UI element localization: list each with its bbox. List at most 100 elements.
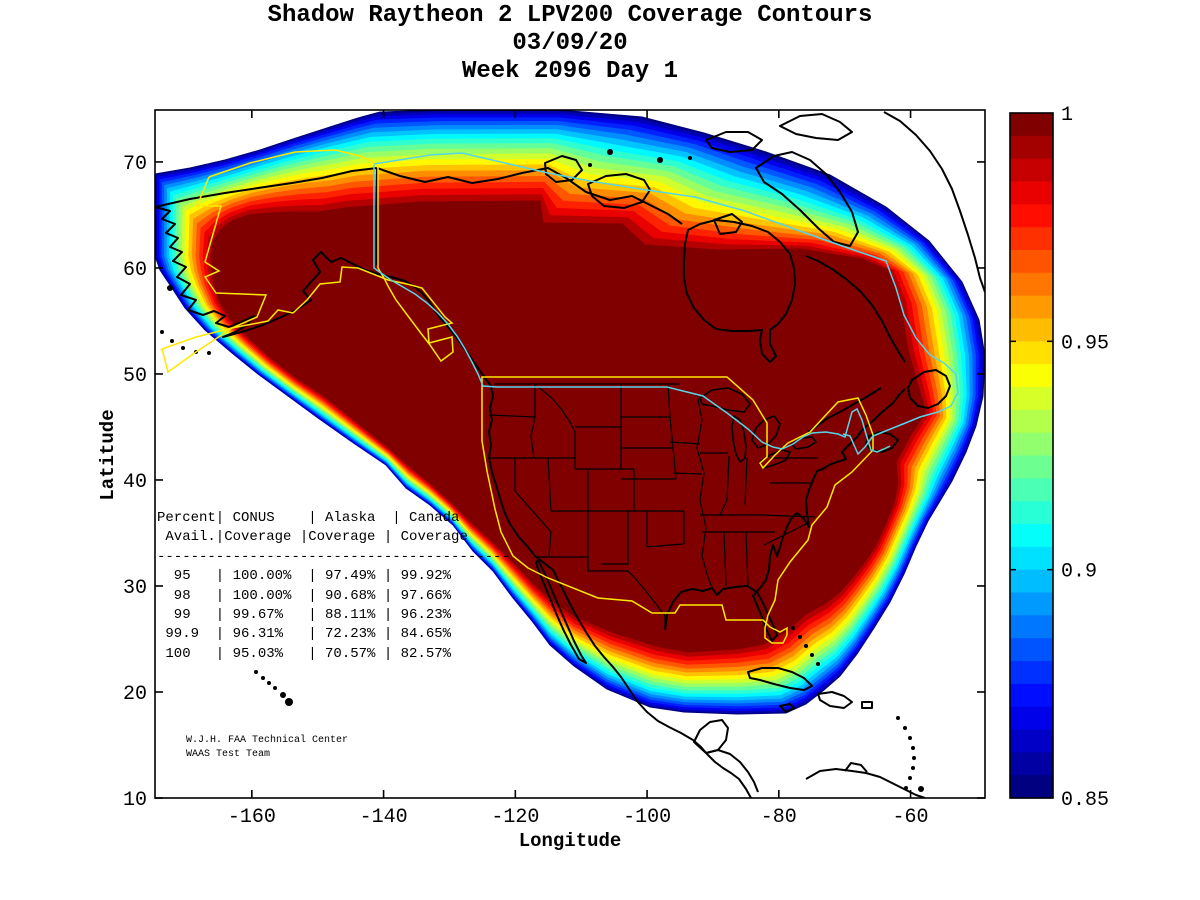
colorbar: 1 0.95 0.9 0.85: [1009, 104, 1109, 812]
coastline-12: [805, 768, 926, 798]
colorbar-step-24: [1010, 661, 1053, 685]
island-dot-17: [896, 716, 900, 720]
state-line-35: [745, 531, 749, 587]
colorbar-step-29: [1010, 775, 1053, 799]
state-line-21: [672, 447, 677, 480]
island-dot-11: [167, 285, 173, 291]
great-lake-1: [731, 414, 747, 464]
state-boundaries-layer: [488, 383, 818, 630]
coastline-8: [805, 255, 906, 363]
state-line-17: [667, 384, 671, 418]
state-line-36: [761, 514, 816, 518]
colorbar-step-28: [1010, 752, 1053, 776]
x-tick-label-1: -140: [360, 806, 408, 829]
colorbar-step-2: [1010, 158, 1053, 183]
state-line-15: [601, 511, 629, 565]
coastline-0: [155, 167, 683, 225]
colorbar-step-22: [1010, 615, 1053, 639]
island-dot-6: [160, 330, 164, 334]
island-dot-12: [791, 626, 795, 630]
credit-text: W.J.H. FAA Technical Center WAAS Test Te…: [186, 735, 349, 760]
great-lake-0: [699, 387, 752, 413]
x-axis-label: Longitude: [518, 830, 622, 852]
island-dot-21: [912, 756, 916, 760]
y-tick-label-3: 40: [123, 471, 147, 494]
canada-boundary-0: [373, 165, 891, 453]
island-dot-29: [588, 163, 592, 167]
state-line-27: [669, 441, 701, 445]
state-line-24: [646, 543, 684, 548]
contour-ring-19: [210, 200, 927, 653]
island-dot-19: [908, 736, 912, 740]
island-outline-4: [779, 113, 853, 141]
colorbar-step-14: [1010, 432, 1053, 457]
colorbar-step-17: [1010, 501, 1053, 525]
state-line-1: [488, 414, 536, 418]
colorbar-step-23: [1010, 638, 1053, 662]
colorbar-label-0: 1: [1061, 104, 1073, 127]
colorbar-frame: [1009, 112, 1054, 799]
state-line-34: [723, 531, 727, 587]
state-line-40: [536, 556, 666, 630]
state-line-12: [547, 457, 552, 512]
y-tick-label-2: 50: [123, 365, 147, 388]
island-dot-0: [254, 670, 258, 674]
state-line-26: [696, 394, 714, 591]
island-dot-23: [908, 776, 912, 780]
colorbar-step-12: [1010, 387, 1053, 411]
island-dot-7: [170, 339, 174, 343]
island-outline-6: [883, 111, 985, 293]
colorbar-step-16: [1010, 478, 1053, 502]
x-tick-label-5: -60: [893, 806, 929, 829]
colorbar-step-3: [1010, 181, 1053, 205]
island-outline-2: [755, 151, 859, 247]
coastline-6: [868, 388, 906, 425]
state-line-4: [530, 385, 536, 459]
us-service-boundary-layer: [161, 149, 874, 644]
state-line-31: [744, 457, 748, 506]
y-tick-label-6: 10: [123, 789, 147, 812]
coastline-4: [552, 569, 752, 798]
colorbar-step-0: [1010, 113, 1053, 137]
island-dot-2: [267, 681, 271, 685]
island-outline-0: [544, 155, 583, 183]
plot-frame: [154, 109, 986, 799]
state-line-37: [763, 523, 807, 546]
y-tick-label-1: 60: [123, 259, 147, 282]
us-service-boundary-1: [481, 376, 874, 644]
island-dot-13: [798, 635, 802, 639]
island-dot-26: [607, 149, 613, 155]
y-axis-label: Latitude: [97, 409, 119, 501]
island-dot-5: [285, 698, 293, 706]
island-outline-12: [861, 701, 873, 709]
coastline-13: [844, 762, 868, 773]
island-dot-14: [804, 644, 808, 648]
x-tick-label-2: -120: [491, 806, 539, 829]
island-dot-28: [688, 156, 692, 160]
island-dot-25: [918, 786, 924, 792]
us-service-boundary-0: [161, 149, 454, 374]
colorbar-step-26: [1010, 706, 1053, 731]
contour-rings-layer: [155, 110, 985, 715]
colorbar-step-5: [1010, 227, 1053, 251]
colorbar-step-11: [1010, 364, 1053, 388]
colorbar-step-18: [1010, 524, 1053, 548]
colorbar-step-8: [1010, 295, 1053, 320]
state-line-19: [669, 416, 674, 449]
island-dot-20: [911, 746, 915, 750]
plot-title-line3: Week 2096 Day 1: [461, 58, 679, 85]
colorbar-label-1: 0.95: [1061, 332, 1109, 355]
canada-boundary-layer: [373, 152, 959, 456]
island-outline-3: [705, 131, 763, 153]
axis-tick-labels: -160 -140 -120 -100 -80 -60 70 60 50 40 30 20 10: [123, 153, 929, 829]
colorbar-step-9: [1010, 318, 1053, 342]
coastline-5: [664, 423, 870, 642]
island-outline-11: [779, 703, 795, 713]
plot-title-line1: Shadow Raytheon 2 LPV200 Coverage Contou…: [267, 2, 873, 29]
availability-table: Percent| CONUS | Alaska | Canada Avail.|…: [157, 510, 510, 662]
island-dot-24: [904, 786, 908, 790]
island-dot-15: [810, 653, 814, 657]
x-tick-label-3: -100: [623, 806, 671, 829]
